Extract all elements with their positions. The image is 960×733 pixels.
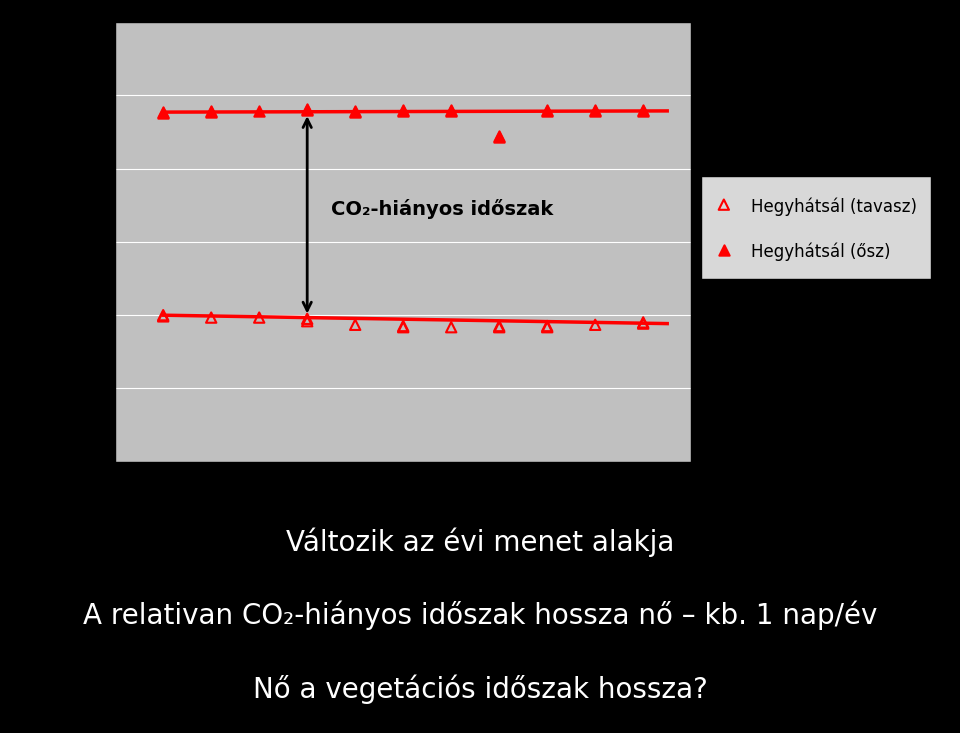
Point [348,105,363,117]
Point [588,105,603,117]
Point [396,320,411,332]
Point [540,321,555,333]
Point [636,317,651,328]
Point [716,244,732,256]
Point [636,104,651,116]
Point [348,106,363,118]
Point [588,104,603,116]
Point [156,309,171,321]
Text: Nő a vegetációs időszak hossza?: Nő a vegetációs időszak hossza? [252,674,708,704]
Point [396,321,411,333]
Point [444,321,459,333]
Point [300,103,315,114]
Point [252,312,267,323]
Text: Hegyhátsál (tavasz): Hegyhátsál (tavasz) [752,197,918,216]
Point [492,131,507,143]
Point [492,130,507,142]
Point [588,319,603,331]
Point [716,199,732,210]
Point [252,105,267,117]
Point [204,105,219,117]
Y-axis label: nap: nap [34,222,75,242]
Point [396,104,411,116]
Point [156,108,171,119]
Point [300,315,315,327]
Point [156,106,171,118]
Point [348,319,363,331]
Text: A relativan CO₂-hiányos időszak hossza nő – kb. 1 nap/év: A relativan CO₂-hiányos időszak hossza n… [83,601,877,630]
Point [540,320,555,332]
Text: CO₂-hiányos időszak: CO₂-hiányos időszak [331,199,554,219]
Point [204,106,219,118]
Point [204,312,219,323]
Point [492,320,507,332]
Point [636,105,651,117]
Point [636,317,651,329]
Point [156,311,171,323]
Point [492,321,507,333]
Point [300,104,315,116]
Point [300,313,315,325]
Text: Változik az évi menet alakja: Változik az évi menet alakja [286,528,674,557]
Point [444,104,459,116]
Point [540,104,555,116]
Point [396,105,411,117]
Text: Hegyhátsál (ősz): Hegyhátsál (ősz) [752,243,891,261]
Point [444,105,459,117]
Point [540,105,555,117]
